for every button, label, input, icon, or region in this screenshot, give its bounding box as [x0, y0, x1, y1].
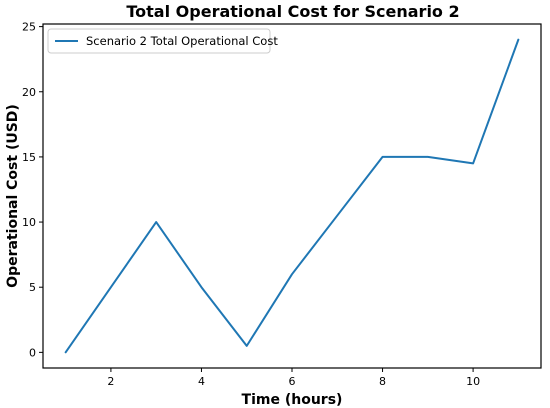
x-axis-label: Time (hours) — [242, 392, 343, 408]
x-tick-label: 6 — [289, 375, 296, 388]
y-tick-label: 15 — [22, 151, 36, 164]
y-tick-label: 25 — [22, 21, 36, 34]
y-tick-label: 5 — [29, 281, 36, 294]
legend-label: Scenario 2 Total Operational Cost — [86, 34, 278, 48]
y-tick-label: 0 — [29, 346, 36, 359]
series-line — [64, 38, 520, 354]
x-tick-label: 4 — [198, 375, 205, 388]
plot-frame — [42, 23, 542, 369]
x-tick-label: 2 — [107, 375, 114, 388]
legend: Scenario 2 Total Operational Cost — [47, 28, 278, 54]
x-tick-label: 8 — [379, 375, 386, 388]
y-axis: 0 5 10 15 20 25 — [22, 21, 43, 359]
legend-box — [47, 28, 271, 54]
y-tick-label: 20 — [22, 86, 36, 99]
chart-title: Total Operational Cost for Scenario 2 — [126, 2, 459, 21]
y-axis-label: Operational Cost (USD) — [5, 104, 21, 288]
x-axis: 2 4 6 8 10 — [107, 368, 480, 388]
y-tick-label: 10 — [22, 216, 36, 229]
x-tick-label: 10 — [466, 375, 480, 388]
